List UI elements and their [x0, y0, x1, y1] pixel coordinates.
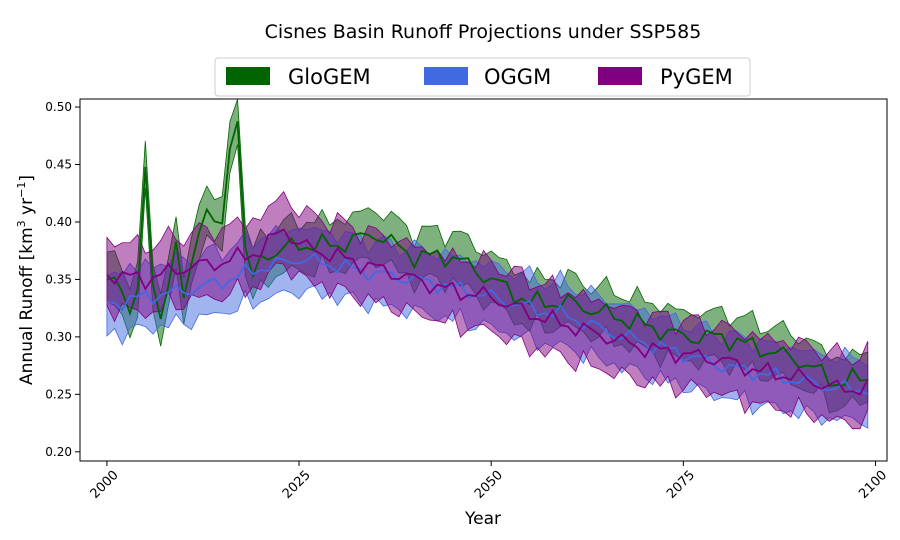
x-tick-label: 2000 — [88, 468, 122, 502]
line-pygem — [106, 228, 869, 396]
y-axis: 0.20 0.25 0.30 0.35 0.40 0.45 0.50 — [45, 100, 80, 459]
y-axis-label: Annual Runoff [km3 yr−1] — [15, 175, 37, 385]
legend-label-pygem: PyGEM — [660, 65, 733, 89]
y-tick-label: 0.20 — [45, 445, 72, 459]
y-tick-label: 0.40 — [45, 215, 72, 229]
x-tick-label: 2050 — [472, 468, 506, 502]
y-tick-label: 0.25 — [45, 387, 72, 401]
chart-title: Cisnes Basin Runoff Projections under SS… — [265, 21, 702, 43]
x-axis: 2000 2025 2050 2075 2100 — [88, 461, 890, 502]
legend-label-glogem: GloGEM — [288, 65, 371, 89]
line-glogem — [106, 121, 868, 387]
legend-swatch-oggm — [424, 67, 468, 85]
x-axis-label: Year — [464, 509, 501, 529]
y-tick-label: 0.35 — [45, 272, 72, 286]
y-tick-label: 0.30 — [45, 330, 72, 344]
legend: GloGEM OGGM PyGEM — [214, 57, 751, 97]
y-tick-label: 0.45 — [45, 158, 72, 172]
plot-area — [106, 99, 869, 430]
y-tick-label: 0.50 — [45, 100, 72, 114]
legend-label-oggm: OGGM — [484, 65, 551, 89]
legend-swatch-pygem — [598, 67, 642, 85]
x-tick-label: 2100 — [856, 468, 890, 502]
x-tick-label: 2075 — [664, 468, 698, 502]
legend-swatch-glogem — [226, 67, 270, 85]
band-pygem — [106, 190, 869, 430]
plot-frame — [79, 98, 888, 462]
x-tick-label: 2025 — [280, 468, 314, 502]
